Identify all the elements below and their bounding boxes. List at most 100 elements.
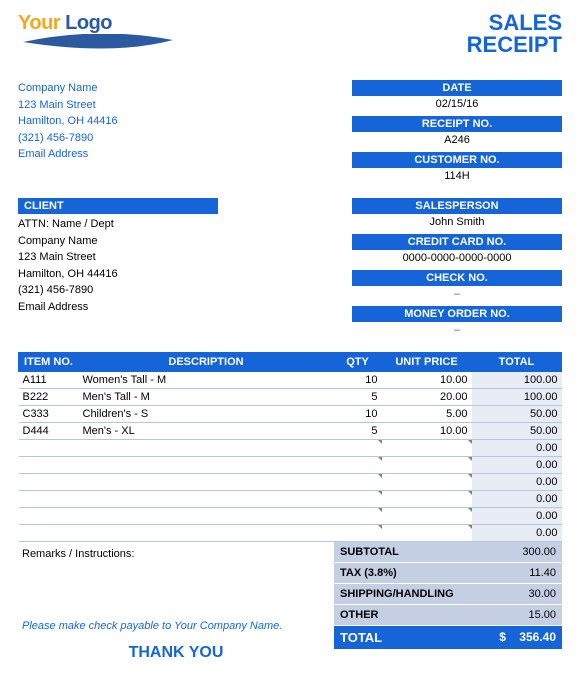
customer-value: 114H — [352, 168, 562, 184]
logo: Your Logo — [18, 12, 178, 72]
cell-itemno: B222 — [19, 389, 79, 406]
cell-qty — [334, 491, 382, 508]
client-street: 123 Main Street — [18, 249, 218, 266]
cell-price: 10.00 — [382, 372, 472, 389]
cell-desc — [79, 474, 334, 491]
salesperson-value: John Smith — [352, 214, 562, 230]
cc-label: CREDIT CARD NO. — [352, 234, 562, 250]
col-desc: DESCRIPTION — [79, 353, 334, 372]
cell-desc — [79, 440, 334, 457]
company-city: Hamilton, OH 44416 — [18, 113, 218, 130]
table-row: A111 Women's Tall - M 10 10.00 100.00 — [19, 372, 562, 389]
table-row: 0.00 — [19, 508, 562, 525]
cell-qty: 10 — [334, 406, 382, 423]
other-label: OTHER — [334, 605, 472, 625]
table-row: C333 Children's - S 10 5.00 50.00 — [19, 406, 562, 423]
company-street: 123 Main Street — [18, 97, 218, 114]
cell-desc: Men's Tall - M — [79, 389, 334, 406]
cell-total: 50.00 — [472, 406, 562, 423]
mo-label: MONEY ORDER NO. — [352, 306, 562, 322]
cell-desc — [79, 525, 334, 542]
col-itemno: ITEM NO. — [19, 353, 79, 372]
title-line2: RECEIPT — [467, 34, 562, 56]
date-label: DATE — [352, 80, 562, 96]
company-name: Company Name — [18, 80, 218, 97]
cell-desc: Children's - S — [79, 406, 334, 423]
check-label: CHECK NO. — [352, 270, 562, 286]
cell-qty: 10 — [334, 372, 382, 389]
meta-box: DATE 02/15/16 RECEIPT NO. A246 CUSTOMER … — [352, 80, 562, 188]
tax-value: 11.40 — [472, 563, 562, 583]
logo-logo: Logo — [65, 12, 112, 34]
cell-desc: Men's - XL — [79, 423, 334, 440]
client-box: CLIENT ATTN: Name / Dept Company Name 12… — [18, 198, 218, 342]
grand-value: $ 356.40 — [472, 626, 562, 649]
customer-label: CUSTOMER NO. — [352, 152, 562, 168]
cell-itemno — [19, 457, 79, 474]
client-header: CLIENT — [18, 198, 218, 214]
cell-desc — [79, 508, 334, 525]
swoosh-icon — [18, 34, 178, 66]
other-value: 15.00 — [472, 605, 562, 625]
cc-value: 0000-0000-0000-0000 — [352, 250, 562, 266]
receipt-label: RECEIPT NO. — [352, 116, 562, 132]
cell-price — [382, 508, 472, 525]
cell-total: 50.00 — [472, 423, 562, 440]
cell-itemno — [19, 474, 79, 491]
table-row: 0.00 — [19, 474, 562, 491]
client-phone: (321) 456-7890 — [18, 282, 218, 299]
shipping-label: SHIPPING/HANDLING — [334, 584, 472, 604]
cell-itemno — [19, 491, 79, 508]
cell-total: 100.00 — [472, 389, 562, 406]
cell-price — [382, 491, 472, 508]
totals-box: SUBTOTAL 300.00 TAX (3.8%) 11.40 SHIPPIN… — [334, 542, 562, 668]
cell-price: 5.00 — [382, 406, 472, 423]
col-total: TOTAL — [472, 353, 562, 372]
tax-label: TAX (3.8%) — [334, 563, 472, 583]
cell-qty — [334, 440, 382, 457]
company-email: Email Address — [18, 146, 218, 163]
cell-itemno — [19, 508, 79, 525]
cell-qty — [334, 474, 382, 491]
subtotal-value: 300.00 — [472, 542, 562, 562]
remarks-label: Remarks / Instructions: — [22, 548, 330, 560]
shipping-value: 30.00 — [472, 584, 562, 604]
cell-qty: 5 — [334, 423, 382, 440]
cell-total: 0.00 — [472, 440, 562, 457]
cell-qty — [334, 525, 382, 542]
mo-value: – — [352, 322, 562, 338]
cell-itemno: A111 — [19, 372, 79, 389]
client-attn: ATTN: Name / Dept — [18, 216, 218, 233]
cell-total: 100.00 — [472, 372, 562, 389]
doc-title: SALES RECEIPT — [467, 12, 562, 72]
table-row: 0.00 — [19, 491, 562, 508]
cell-qty — [334, 457, 382, 474]
cell-itemno: C333 — [19, 406, 79, 423]
items-table: ITEM NO. DESCRIPTION QTY UNIT PRICE TOTA… — [18, 352, 562, 542]
table-row: 0.00 — [19, 525, 562, 542]
payable-name: Your Company Name. — [174, 620, 282, 632]
company-phone: (321) 456-7890 — [18, 130, 218, 147]
cell-price — [382, 457, 472, 474]
cell-total: 0.00 — [472, 491, 562, 508]
cell-price — [382, 440, 472, 457]
cell-price — [382, 525, 472, 542]
table-row: B222 Men's Tall - M 5 20.00 100.00 — [19, 389, 562, 406]
payable-text: Please make check payable to Your Compan… — [22, 620, 330, 632]
cell-desc — [79, 457, 334, 474]
salesperson-label: SALESPERSON — [352, 198, 562, 214]
cell-total: 0.00 — [472, 474, 562, 491]
title-line1: SALES — [467, 12, 562, 34]
cell-price — [382, 474, 472, 491]
client-city: Hamilton, OH 44416 — [18, 266, 218, 283]
cell-desc — [79, 491, 334, 508]
cell-price: 20.00 — [382, 389, 472, 406]
date-value: 02/15/16 — [352, 96, 562, 112]
check-value: – — [352, 286, 562, 302]
remarks-area: Remarks / Instructions: Please make chec… — [18, 542, 334, 668]
cell-total: 0.00 — [472, 525, 562, 542]
cell-itemno — [19, 440, 79, 457]
cell-qty — [334, 508, 382, 525]
client-company: Company Name — [18, 233, 218, 250]
logo-your: Your — [18, 12, 60, 34]
